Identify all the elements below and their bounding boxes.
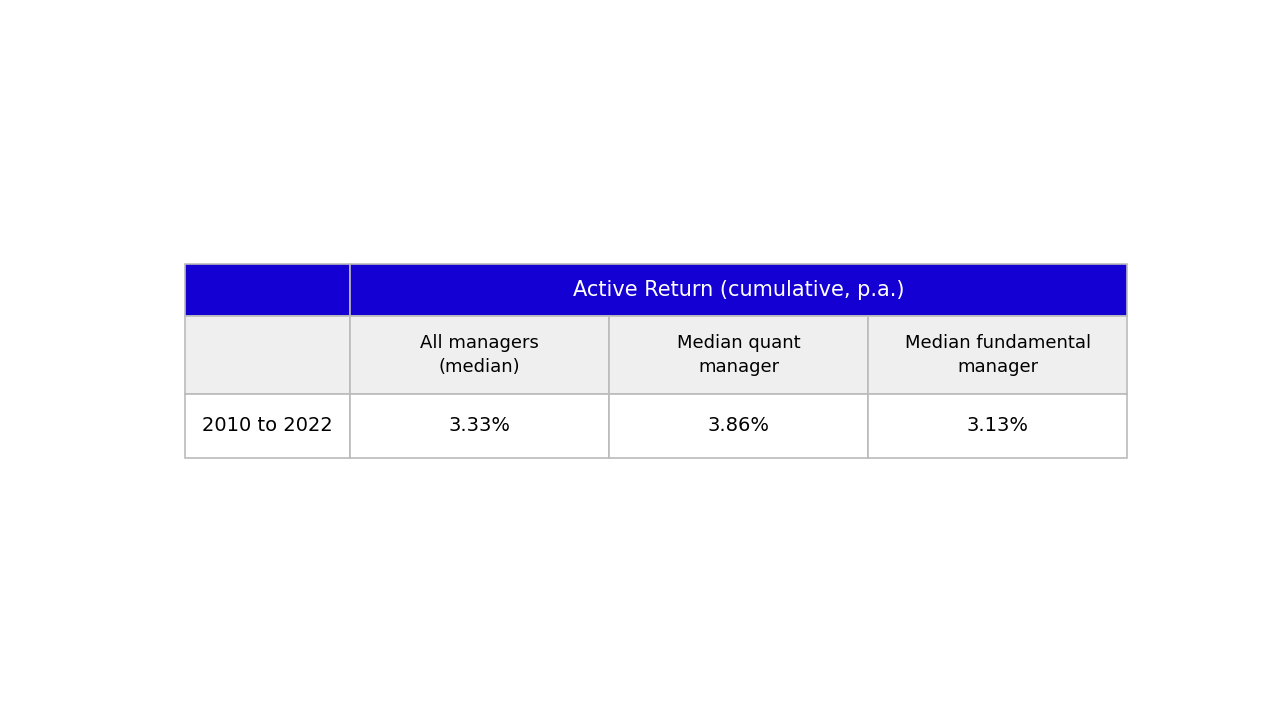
- Bar: [349, 264, 1128, 316]
- Bar: [868, 394, 1128, 458]
- Text: 3.86%: 3.86%: [708, 416, 769, 436]
- Bar: [868, 316, 1128, 394]
- Text: Active Return (cumulative, p.a.): Active Return (cumulative, p.a.): [572, 280, 904, 300]
- Text: 2010 to 2022: 2010 to 2022: [202, 416, 333, 436]
- Bar: [349, 394, 609, 458]
- Text: All managers
(median): All managers (median): [420, 334, 539, 376]
- Text: Median fundamental
manager: Median fundamental manager: [905, 334, 1091, 376]
- Bar: [349, 316, 609, 394]
- Bar: [184, 316, 349, 394]
- Bar: [609, 394, 868, 458]
- Text: 3.13%: 3.13%: [966, 416, 1029, 436]
- Bar: [184, 264, 349, 316]
- Bar: [184, 394, 349, 458]
- Text: Median quant
manager: Median quant manager: [677, 334, 800, 376]
- Bar: [609, 316, 868, 394]
- Text: 3.33%: 3.33%: [448, 416, 511, 436]
